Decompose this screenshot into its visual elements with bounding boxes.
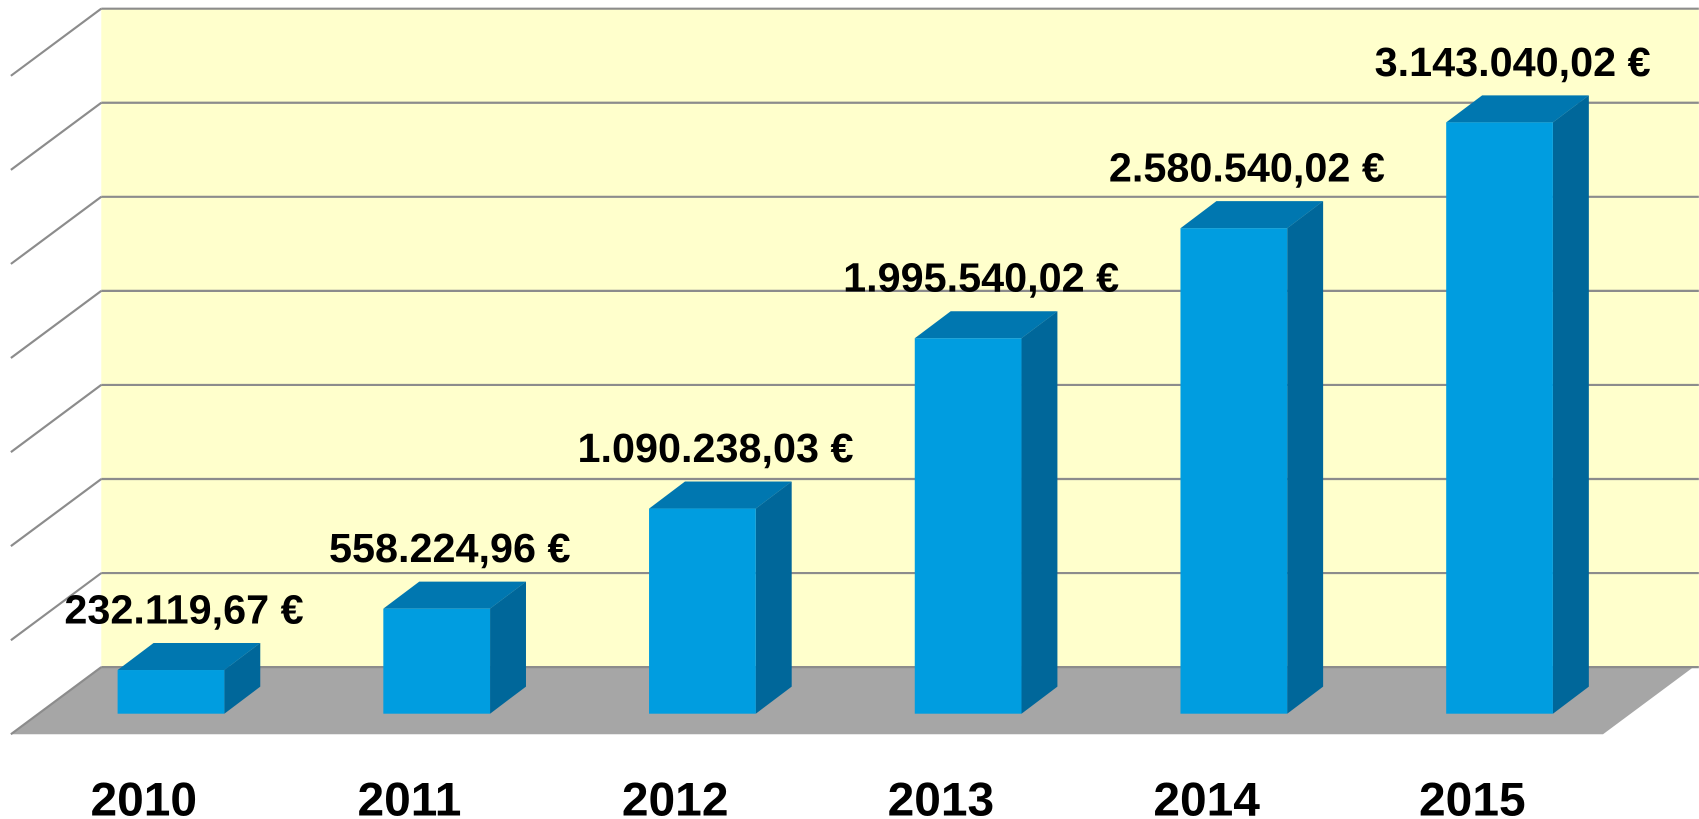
back-wall [101, 8, 1699, 668]
bar-side [224, 642, 261, 714]
side-grid-line [10, 195, 102, 265]
bar [383, 608, 491, 714]
bar-side [490, 581, 526, 714]
side-grid-line [10, 101, 102, 171]
data-label: 2.580.540,02 € [1109, 145, 1385, 191]
side-grid-line [10, 7, 102, 77]
data-label: 232.119,67 € [64, 587, 303, 633]
bar-side [1552, 95, 1589, 714]
bar-top [117, 642, 261, 671]
bar-top [383, 581, 526, 609]
floor [10, 667, 1694, 735]
bar-side [1287, 201, 1324, 714]
bar-top [1180, 201, 1324, 229]
x-tick-label: 2015 [1419, 774, 1526, 819]
x-tick-label: 2011 [358, 774, 462, 819]
bar [649, 508, 756, 714]
bar-side [1021, 311, 1058, 714]
data-label: 1.995.540,02 € [843, 255, 1119, 301]
bar [914, 338, 1022, 714]
data-label: 558.224,96 € [329, 525, 571, 571]
data-label: 1.090.238,03 € [577, 425, 853, 471]
x-tick-label: 2010 [90, 774, 197, 819]
bar-top [649, 481, 792, 509]
x-tick-label: 2014 [1153, 774, 1260, 819]
side-grid-line [10, 289, 102, 359]
side-grid-line [10, 478, 102, 548]
plot-area: 232.119,67 € 2010 558.224,96 € 2011 1.090.23… [10, 7, 1699, 819]
side-grid-line [10, 384, 102, 453]
bar-top [1446, 95, 1589, 123]
data-label: 3.143.040,02 € [1375, 39, 1651, 85]
bar [1180, 228, 1288, 714]
bar-side [755, 481, 792, 714]
x-tick-label: 2013 [888, 774, 995, 819]
bar [1446, 122, 1553, 714]
bar [117, 670, 225, 714]
side-grid-line [10, 572, 102, 642]
x-tick-label: 2012 [622, 774, 729, 819]
bar-top [914, 311, 1058, 339]
side-grid-line [10, 666, 102, 736]
